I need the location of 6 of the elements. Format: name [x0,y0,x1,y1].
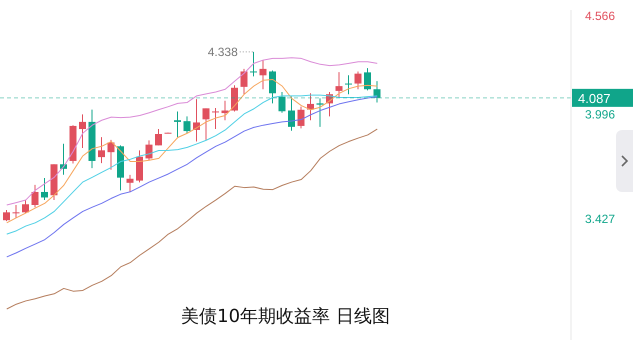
annotation: 4.338 [208,44,238,59]
y-tick-label: 3.427 [585,212,616,226]
y-tick-label: 4.566 [585,9,616,23]
y-tick-label: 3.996 [585,108,616,122]
text: 美债10年期收益率 日线图 [180,305,391,328]
ref-line-label: 4.087 [578,90,611,106]
